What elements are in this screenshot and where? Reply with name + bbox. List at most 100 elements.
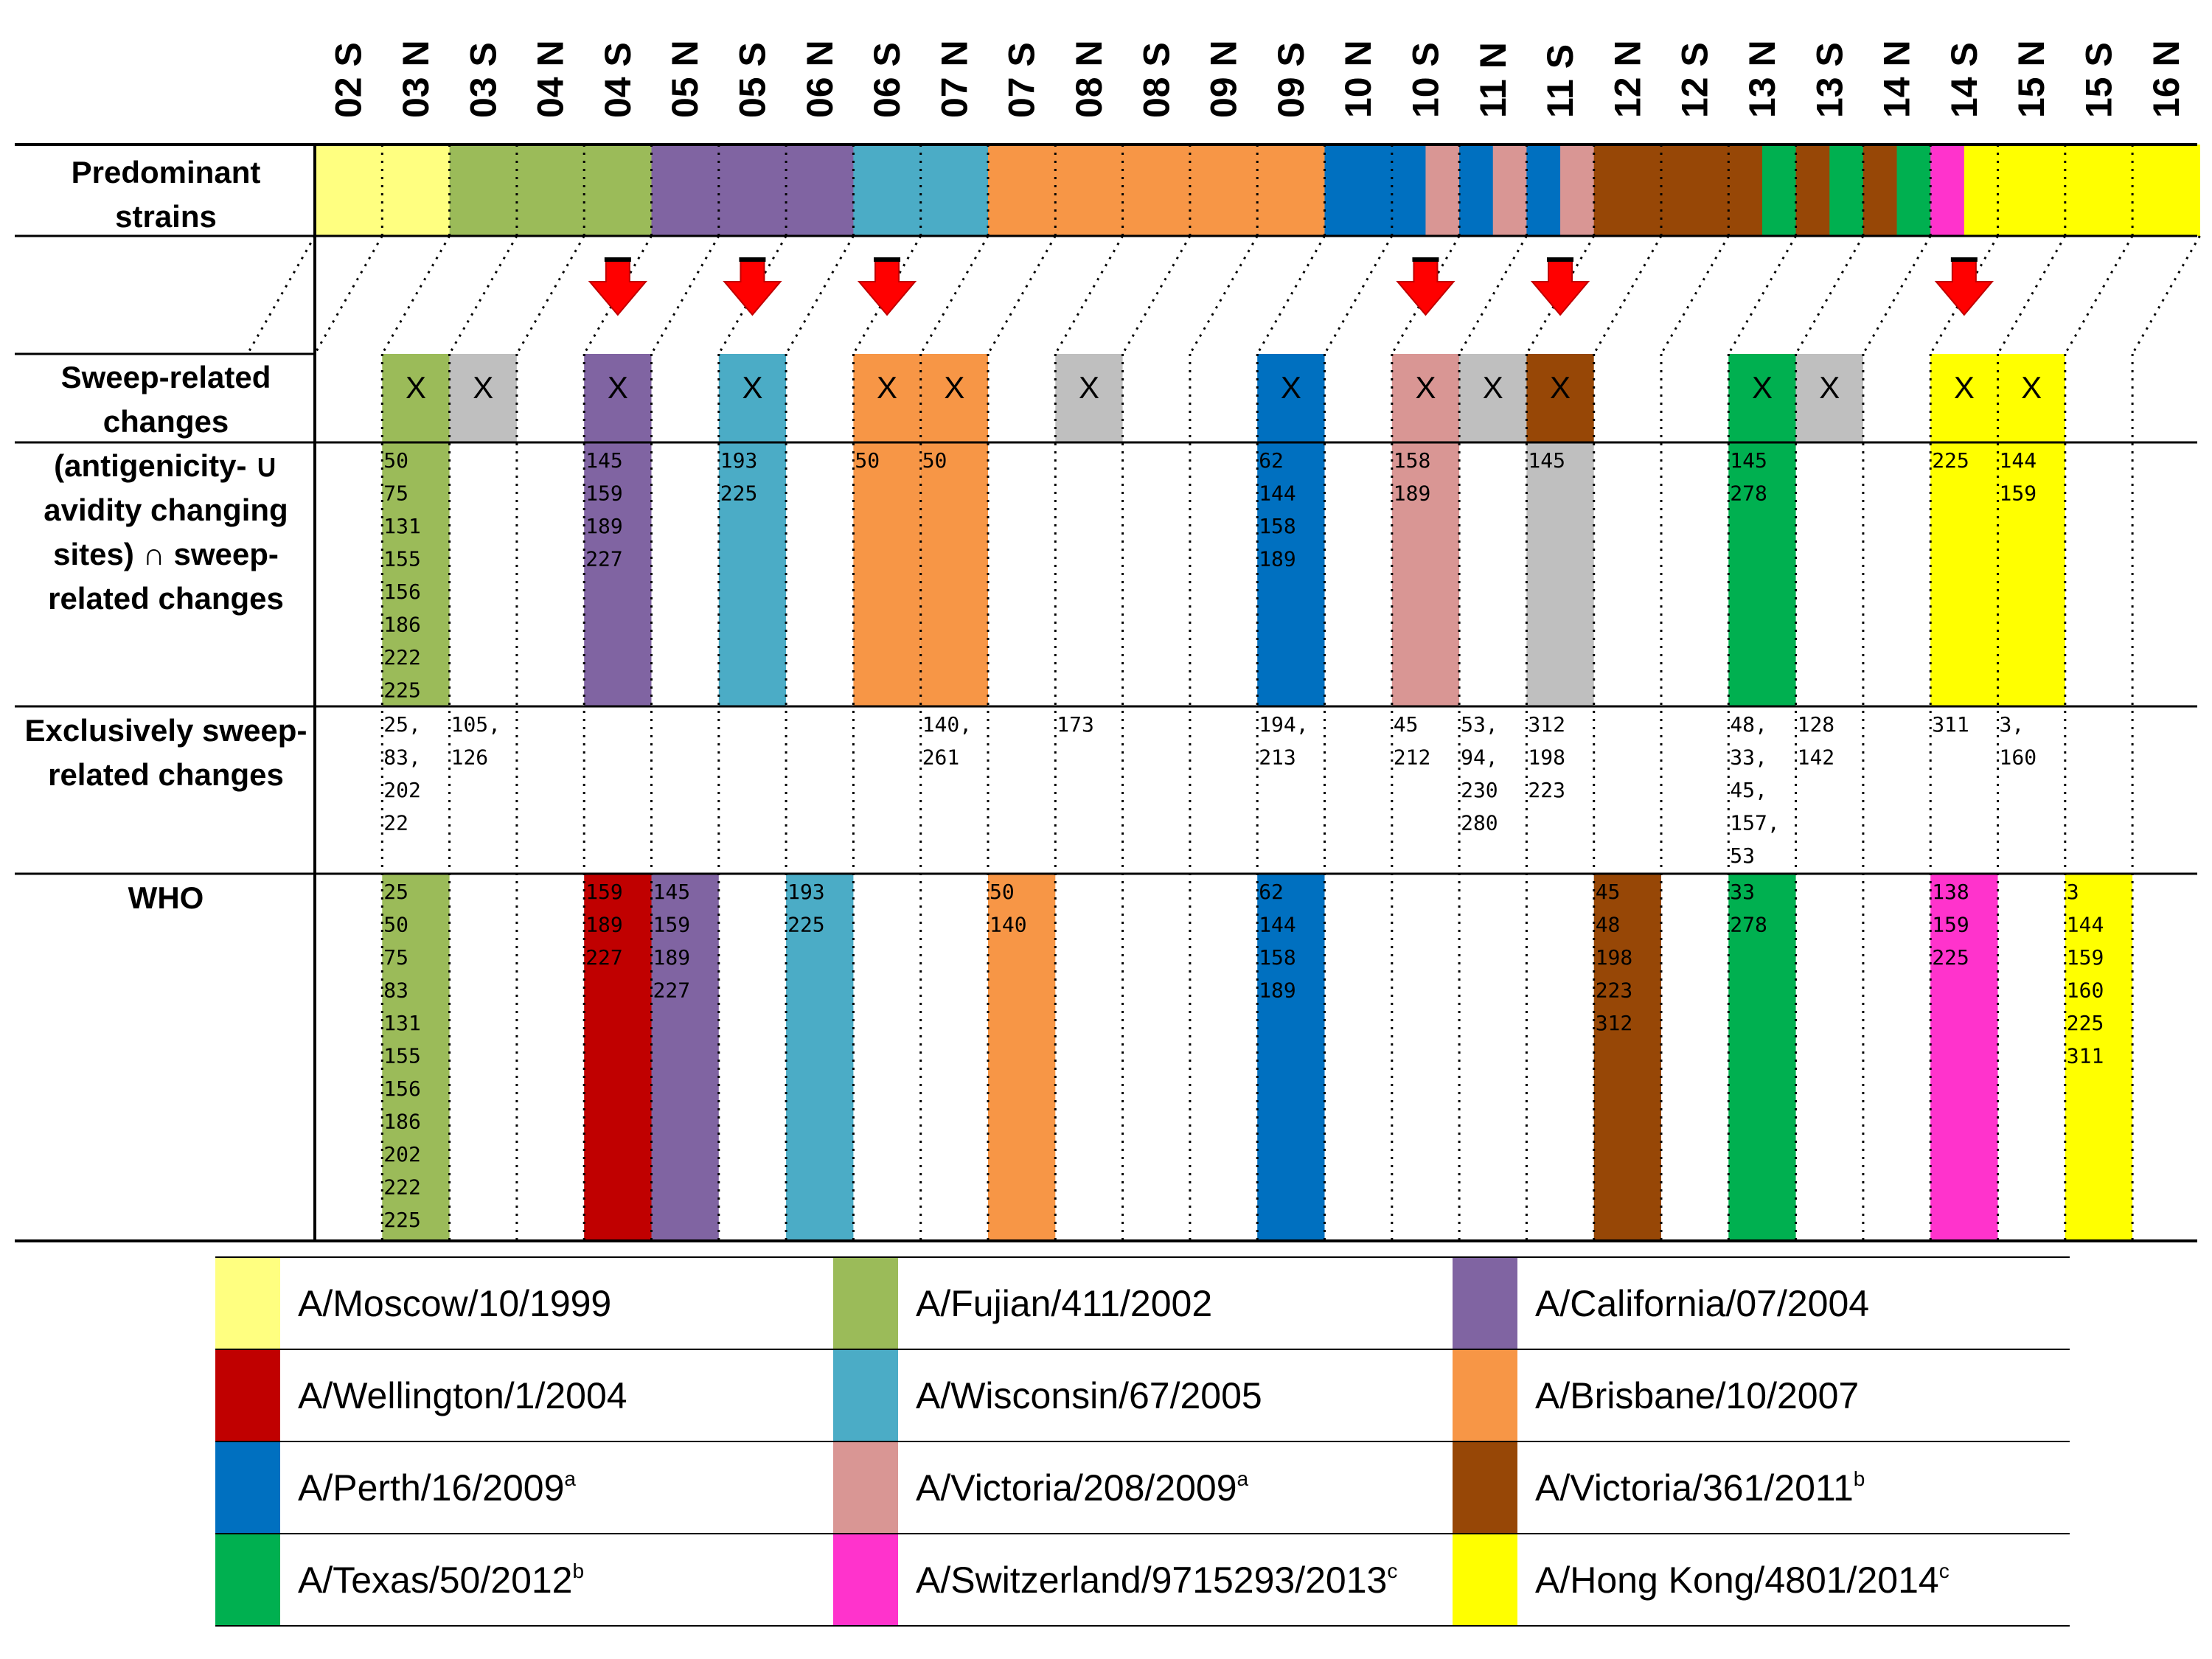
season-header: 07 S: [1001, 42, 1043, 118]
sweep-mark: X: [1954, 370, 1975, 405]
predominant-band-victoria09: [1560, 145, 1595, 236]
intersection-site: 159: [585, 481, 623, 506]
diagonal-connector: [1862, 235, 1932, 355]
legend-label-wisconsin: A/Wisconsin/67/2005: [916, 1375, 1262, 1416]
intersection-band-perth: [1257, 442, 1325, 706]
legend-swatch-perth: [215, 1441, 280, 1534]
intersection-site: 189: [585, 514, 623, 538]
who-band-brisbane: [988, 874, 1056, 1241]
season-header: 02 S: [328, 42, 369, 118]
predominant-band-victoria11: [1863, 145, 1898, 236]
intersection-site: 155: [383, 547, 421, 571]
predominant-band-moscow: [315, 145, 451, 236]
who-site: 144: [1259, 913, 1296, 937]
exclusive-site: 128: [1798, 712, 1835, 737]
intersection-band-none: [1526, 442, 1594, 706]
predominant-band-california: [651, 145, 854, 236]
row-label-intersection: sites) ∩ sweep-: [53, 537, 279, 571]
intersection-site: 227: [585, 547, 623, 571]
legend-label-victoria11: A/Victoria/361/2011b: [1535, 1467, 1865, 1509]
sweep-cell-none: [1459, 354, 1527, 442]
who-site: 62: [1259, 880, 1284, 904]
sweep-mark: X: [1550, 370, 1571, 405]
who-site: 225: [1932, 945, 1969, 970]
season-header: 08 S: [1135, 42, 1177, 118]
season-header: 12 N: [1607, 40, 1648, 118]
exclusive-site: 33,: [1730, 745, 1767, 770]
sweep-mark: X: [608, 370, 628, 405]
who-site: 222: [383, 1175, 421, 1200]
sweep-cell-none: [449, 354, 517, 442]
diagonal-connector: [515, 235, 585, 355]
legend-label-victoria09: A/Victoria/208/2009a: [916, 1467, 1249, 1509]
diagonal-connector: [1795, 235, 1865, 355]
intersection-band-brisbane: [920, 442, 988, 706]
sweep-mark: X: [944, 370, 964, 405]
sweep-arrow: [1934, 259, 1994, 316]
exclusive-site: 194,: [1259, 712, 1308, 737]
legend-label-wellington: A/Wellington/1/2004: [298, 1375, 627, 1416]
exclusive-site: 142: [1798, 745, 1835, 770]
row-label-sweep: changes: [103, 404, 229, 439]
intersection-site: 189: [1394, 481, 1431, 506]
sweep-arrow: [857, 259, 917, 316]
predominant-band-wisconsin: [853, 145, 989, 236]
exclusive-site: 312: [1528, 712, 1565, 737]
who-site: 156: [383, 1077, 421, 1101]
exclusive-site: 45: [1394, 712, 1419, 737]
diagonal-connector: [1121, 235, 1192, 355]
who-site: 50: [383, 913, 408, 937]
who-site: 158: [1259, 945, 1296, 970]
season-header: 07 N: [933, 40, 975, 118]
exclusive-site: 45,: [1730, 778, 1767, 802]
exclusive-site: 311: [1932, 712, 1969, 737]
who-site: 159: [1932, 913, 1969, 937]
diagonal-connector: [1324, 235, 1394, 355]
intersection-site: 158: [1259, 514, 1296, 538]
intersection-site: 278: [1730, 481, 1767, 506]
intersection-site: 62: [1259, 448, 1284, 473]
row-labels: Predominant strains Sweep-related changes (a…: [25, 155, 307, 915]
who-site: 131: [383, 1011, 421, 1035]
season-header: 11 S: [1540, 44, 1581, 118]
intersection-site: 225: [383, 678, 421, 703]
sweep-mark: X: [2021, 370, 2042, 405]
diagonal-connector: [1458, 235, 1528, 355]
diagonal-connector: [1997, 235, 2067, 355]
season-header: 04 S: [597, 42, 639, 118]
sweep-mark: X: [742, 370, 762, 405]
diagonal-connector: [2131, 235, 2201, 355]
sweep-cell-perth: [1257, 354, 1325, 442]
who-site: 33: [1730, 880, 1755, 904]
legend-footnote-mark: a: [1237, 1467, 1249, 1490]
diagonal-connector: [1256, 235, 1326, 355]
who-site: 50: [990, 880, 1015, 904]
season-header: 05 S: [731, 42, 773, 118]
intersection-band-hongkong: [1997, 442, 2065, 706]
who-band-perth: [1257, 874, 1325, 1241]
legend-swatch-hongkong: [1453, 1534, 1517, 1626]
season-header: 06 N: [799, 40, 841, 118]
sweep-mark: X: [1752, 370, 1773, 405]
sweep-mark: X: [1281, 370, 1301, 405]
who-band-wellington: [584, 874, 652, 1241]
exclusive-site: 280: [1461, 811, 1498, 835]
intersection-site: 159: [2000, 481, 2037, 506]
diagonal-connector: [785, 235, 855, 355]
legend-swatch-victoria11: [1453, 1441, 1517, 1534]
legend-swatch-brisbane: [1453, 1349, 1517, 1441]
predominant-band-victoria11: [1593, 145, 1763, 236]
exclusive-site: 173: [1057, 712, 1094, 737]
who-site: 160: [2067, 978, 2104, 1003]
predominant-band-texas: [1829, 145, 1864, 236]
intersection-site: 145: [1528, 448, 1565, 473]
legend-swatch-california: [1453, 1257, 1517, 1349]
legend-swatch-moscow: [215, 1257, 280, 1349]
exclusive-site: 126: [451, 745, 489, 770]
diagonal-connector: [1660, 235, 1730, 355]
row-label-who: WHO: [128, 880, 204, 915]
intersection-site: 144: [1259, 481, 1296, 506]
exclusive-site: 230: [1461, 778, 1498, 802]
who-site: 3: [2067, 880, 2079, 904]
legend-footnote-mark: c: [1387, 1559, 1397, 1582]
